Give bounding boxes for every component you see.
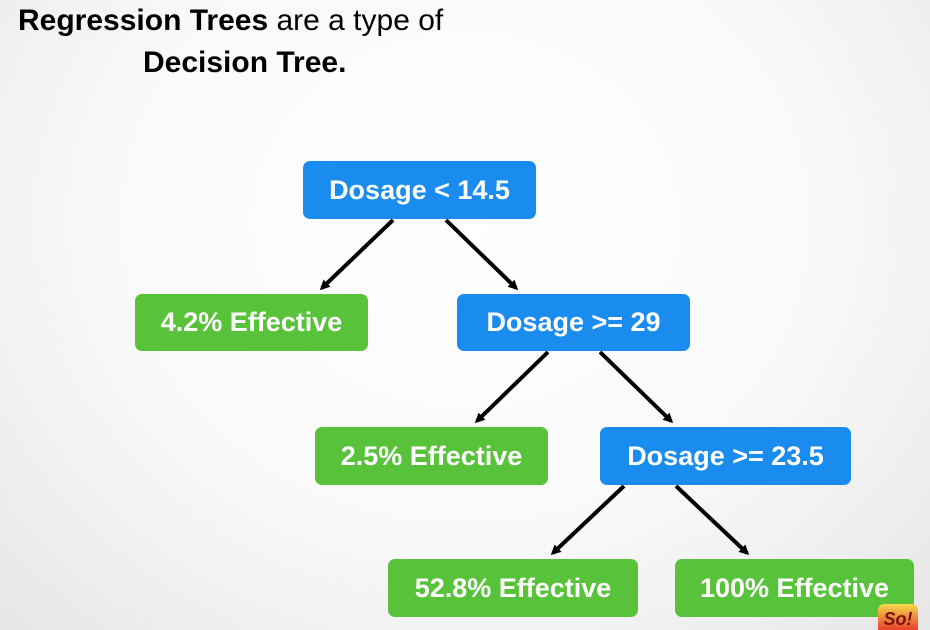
channel-logo-badge: So! xyxy=(878,604,918,630)
node-dosage-gte-29: Dosage >= 29 xyxy=(457,294,690,351)
leaf-4-2-percent-effective: 4.2% Effective xyxy=(135,294,368,351)
leaf-2-5-percent-effective: 2.5% Effective xyxy=(315,427,548,485)
leaf-52-8-percent-effective: 52.8% Effective xyxy=(388,559,638,617)
leaf-100-percent-effective: 100% Effective xyxy=(675,559,914,617)
edge-right-node-to-mid-leaf xyxy=(474,350,550,424)
edge-right-node-to-lower-node xyxy=(598,350,674,424)
slide-title: Regression Trees are a type of Decision … xyxy=(0,0,520,84)
node-root-dosage-lt-14-5: Dosage < 14.5 xyxy=(303,161,536,219)
edge-lower-node-to-bottom-right-leaf xyxy=(674,484,750,556)
edge-root-to-left-leaf xyxy=(319,218,395,291)
edge-root-to-right-node xyxy=(444,218,519,291)
edge-lower-node-to-bottom-left-leaf xyxy=(550,484,626,556)
title-bold-decision-tree: Decision Tree. xyxy=(143,46,347,79)
title-bold-regression-trees: Regression Trees xyxy=(18,4,269,37)
node-dosage-gte-23-5: Dosage >= 23.5 xyxy=(600,427,851,485)
title-line-2: Decision Tree. xyxy=(0,42,520,84)
title-line-1: Regression Trees are a type of xyxy=(0,0,520,42)
title-text-are-a-type-of: are a type of xyxy=(268,4,444,37)
